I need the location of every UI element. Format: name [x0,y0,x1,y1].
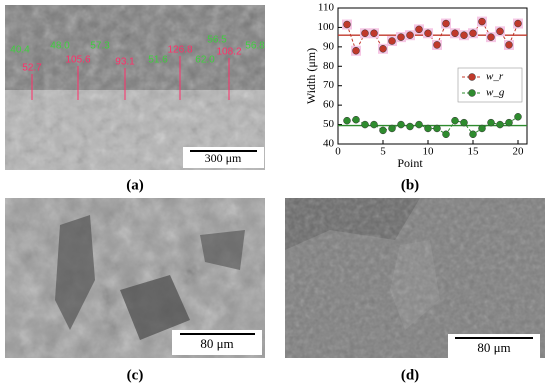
point [370,29,378,38]
annotation: 57.3 [90,41,110,52]
point [343,20,351,29]
annotation: 56.5 [207,35,227,46]
legend-label: w_g [486,87,505,99]
y-tick-label: 110 [318,2,335,14]
scale-bar-a: 300 μm [183,147,264,168]
y-tick-label: 80 [323,60,335,72]
micrograph-a [5,5,265,170]
y-tick-label: 100 [318,21,335,33]
point [505,41,513,49]
point [415,25,423,34]
x-tick-label: 20 [513,146,525,158]
point [424,124,432,133]
point [352,115,360,124]
point [388,37,396,45]
y-tick-label: 50 [323,118,335,130]
annotation: 108.2 [216,47,241,58]
legend-label: w_r [486,71,504,83]
point [424,29,432,38]
point [478,17,486,26]
x-tick-label: 10 [423,146,435,158]
point [361,29,369,38]
annotation: 126.8 [167,45,192,56]
annotation: 51.6 [148,55,168,66]
y-tick-label: 70 [323,79,335,91]
annotation: 62.0 [195,55,215,66]
scale-bar-text: 80 μm [200,336,233,351]
point [487,118,495,127]
x-tick-label: 15 [468,146,480,158]
point [469,29,477,38]
annotation: 56.8 [245,41,265,52]
point [379,45,387,53]
annotation: 40.4 [10,45,30,56]
point [460,118,468,127]
legend-marker [468,73,476,81]
x-axis-label: Point [397,156,423,170]
point [433,124,441,133]
point [406,122,414,131]
point [496,120,504,129]
point [514,19,522,28]
point [361,120,369,129]
point [352,46,360,55]
panel-label: (a) [126,177,144,193]
y-tick-label: 40 [323,138,335,150]
x-tick-label: 5 [380,146,386,158]
micrograph-d [285,198,545,358]
x-tick-label: 0 [335,146,341,158]
point [433,41,441,49]
annotation: 93.1 [115,57,135,68]
y-axis-label: Width (μm) [304,48,318,104]
scale-bar-c: 80 μm [172,330,262,355]
point [442,19,450,28]
point [469,130,477,139]
y-tick-label: 90 [323,40,335,52]
scale-bar-d: 80 μm [448,334,540,358]
point [487,33,495,41]
legend-box [457,67,523,103]
panel-label: (d) [401,367,419,383]
scale-bar-text: 300 μm [205,151,242,165]
point [370,120,378,129]
point [505,118,513,127]
point [388,124,396,133]
point [379,126,387,135]
point [406,31,414,39]
point [415,120,423,129]
point [460,31,468,39]
annotation: 48.0 [50,41,70,52]
legend-marker [468,89,476,97]
panel-label: (b) [401,177,419,193]
point [496,27,504,36]
point [514,113,522,121]
point [397,120,405,129]
point [442,130,450,139]
scale-bar-text: 80 μm [477,340,510,355]
panel-label: (c) [127,367,144,383]
annotation: 105.6 [65,55,90,66]
point [397,33,405,41]
point [343,116,351,125]
point [478,124,486,133]
y-tick-label: 60 [323,99,335,111]
annotation: 52.7 [22,63,42,74]
point [451,116,459,125]
plot-frame [337,7,528,145]
point [451,29,459,38]
